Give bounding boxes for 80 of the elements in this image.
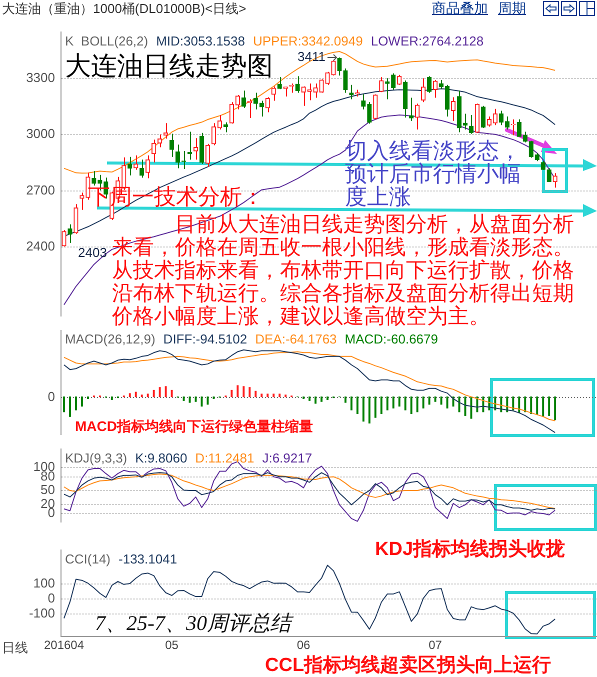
candlestick (367, 102, 372, 124)
y-tick-label: 2400 (26, 238, 55, 254)
y-tick-label: 100 (33, 575, 55, 590)
candlestick (247, 98, 252, 119)
candlestick (432, 79, 438, 98)
candlestick (373, 94, 378, 120)
candlestick (397, 74, 402, 86)
candlestick (528, 140, 534, 158)
candlestick (552, 172, 558, 188)
candlestick (271, 86, 276, 102)
text: 商品叠加 (432, 0, 488, 16)
candlestick (510, 118, 516, 136)
candlestick (379, 76, 384, 93)
chart-subtitle: K BOLL(26,2) (65, 33, 148, 48)
candlestick (92, 170, 96, 186)
text: 日线 (2, 640, 28, 655)
candlestick (450, 96, 456, 122)
text: LOWER:2764.2128 (370, 33, 484, 48)
candlestick (415, 103, 420, 130)
text: 周期 (498, 0, 526, 16)
candlestick (319, 78, 324, 94)
candlestick (68, 224, 72, 244)
candlestick (516, 118, 522, 138)
candlestick (241, 90, 246, 108)
candlestick (331, 60, 336, 76)
text: MID:3053.1538 (156, 33, 246, 48)
candlestick (313, 83, 318, 98)
annotation: MACD指标均线向下运行绿色量柱缩量 (75, 418, 313, 434)
candlestick (301, 86, 306, 106)
chart-title: CCI(14) (65, 551, 111, 566)
chart-title: MACD(26,12,9) (65, 332, 156, 347)
candlestick (205, 143, 210, 168)
x-tick-label: 06 (296, 638, 311, 652)
x-tick-label: 05 (165, 638, 179, 652)
candlestick (62, 230, 66, 247)
candlestick (265, 96, 270, 113)
annotation: 3411 (298, 49, 326, 64)
annotation: 2403 (78, 245, 107, 260)
candlestick (169, 133, 174, 158)
series-label: D:11.2481 (195, 450, 254, 466)
annotation: 切入线看淡形态，预计后市行情小幅度上涨 (345, 138, 521, 209)
candlestick (74, 204, 78, 234)
text: 大连油日线走势图 (65, 52, 273, 81)
y-tick-label: 2700 (26, 182, 55, 198)
candlestick (325, 71, 330, 86)
candlestick (522, 131, 528, 143)
candlestick (343, 68, 348, 94)
text: CCL指标均线超卖区拐头向上运行 (265, 655, 552, 677)
candlestick (295, 76, 300, 94)
candlestick (480, 105, 486, 128)
candlestick (259, 100, 264, 118)
candlestick (337, 56, 342, 76)
candlestick (253, 92, 258, 110)
y-tick-label: 3000 (26, 126, 55, 142)
y-tick-label: -100 (28, 606, 55, 621)
annotation: KDJ指标均线拐头收拢 (375, 539, 566, 561)
series-label: UPPER:3342.0949 (252, 33, 363, 48)
candlestick (546, 168, 552, 182)
candlestick (361, 94, 366, 110)
y-tick-label: 0 (48, 590, 55, 606)
candlestick (193, 138, 198, 160)
y-tick-label: 50 (40, 482, 55, 498)
series-label: J:6.9217 (262, 450, 312, 466)
text: MACD:-60.6679 (344, 332, 438, 347)
y-tick-label: 3300 (26, 70, 55, 85)
series-label: DIFF:-94.5102 (163, 332, 248, 347)
candlestick (128, 156, 132, 176)
candlestick (80, 192, 84, 210)
series-label: -133.1041 (118, 551, 178, 566)
candlestick (349, 84, 354, 100)
x-tick-label: 201604 (44, 638, 84, 652)
series-label: DEA:-64.1763 (255, 332, 337, 347)
x-tick-label: 07 (428, 638, 442, 652)
candlestick (146, 154, 150, 179)
text: 大连油（重油）1000桶(DL01000B)<日线> (2, 1, 246, 16)
chart-title: KDJ(9,3,3) (65, 450, 128, 466)
candlestick (391, 72, 396, 90)
candlestick (420, 78, 426, 103)
candlestick (426, 76, 432, 94)
series-label: K:9.8060 (135, 450, 188, 466)
